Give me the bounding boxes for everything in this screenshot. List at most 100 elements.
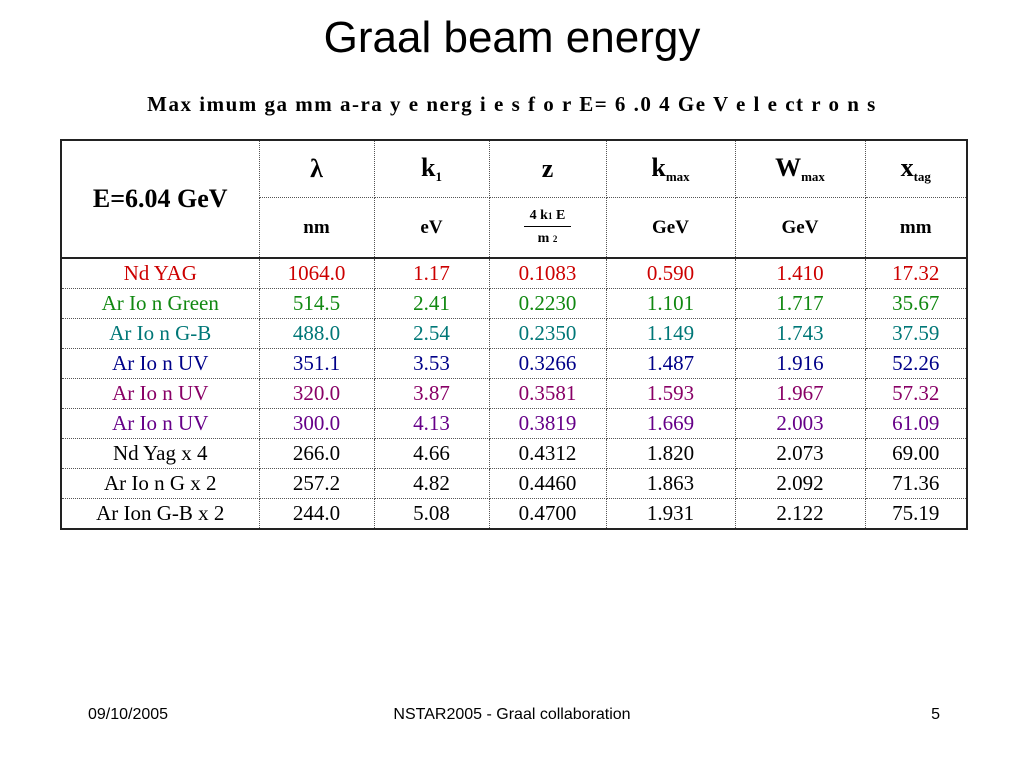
table-row: Ar Ion G-B x 2 244.0 5.08 0.4700 1.931 2.122 7… (60, 498, 968, 530)
table-cell: 1.863 (605, 468, 736, 499)
table-cell: 2.41 (373, 288, 490, 319)
header-row-symbols: E=6.04 GeV λ k1 z kmax Wmax xtag (60, 139, 968, 259)
laser-name: Ar Ion G-B x 2 (60, 498, 260, 530)
table-row: Ar Io n UV 351.1 3.53 0.3266 1.487 1.916 52.26 (60, 348, 968, 379)
table-row: Ar Io n UV 300.0 4.13 0.3819 1.669 2.003 61.09 (60, 408, 968, 439)
table-cell: 0.3581 (488, 378, 607, 409)
table-row: Ar Io n Green 514.5 2.41 0.2230 1.101 1.717 35… (60, 288, 968, 319)
z-den-m: m (537, 231, 550, 246)
laser-name: Ar Io n G x 2 (60, 468, 260, 499)
header-z: z (488, 139, 607, 198)
header-k1-subscript: 1 (435, 169, 442, 184)
beam-energy-label: E=6.04 GeV (60, 139, 260, 259)
table-cell: 300.0 (258, 408, 375, 439)
slide-title: Graal beam energy (323, 13, 701, 62)
table-cell: 1.743 (734, 318, 866, 349)
table-cell: 17.32 (864, 257, 968, 289)
page-number: 5 (931, 706, 940, 723)
table-cell: 0.3819 (488, 408, 607, 439)
table-cell: 0.2350 (488, 318, 607, 349)
z-fraction-denominator: m 2 (524, 227, 572, 247)
table-cell: 0.4312 (488, 438, 607, 469)
table-cell: 266.0 (258, 438, 375, 469)
unit-k1: eV (373, 197, 490, 259)
footer-date: 09/10/2005 (88, 706, 169, 723)
slide-subtitle: Max imum ga mm a-ra y e nerg i e s f o r… (147, 92, 877, 116)
z-den-sup: 2 (552, 234, 558, 244)
beam-energy-table: E=6.04 GeV λ k1 z kmax Wmax xtag nm eV 4… (60, 139, 968, 530)
table-cell: 1.149 (605, 318, 736, 349)
z-num-e: E (555, 208, 566, 223)
table-cell: 1.669 (605, 408, 736, 439)
table-cell: 514.5 (258, 288, 375, 319)
table-cell: 244.0 (258, 498, 375, 530)
laser-name: Ar Io n UV (60, 378, 260, 409)
table-row: Ar Io n UV 320.0 3.87 0.3581 1.593 1.967 57.32 (60, 378, 968, 409)
table-cell: 257.2 (258, 468, 375, 499)
table-cell: 1.717 (734, 288, 866, 319)
laser-name: Ar Io n UV (60, 348, 260, 379)
z-fraction-numerator: 4 k1 E (523, 208, 572, 227)
table-cell: 1.101 (605, 288, 736, 319)
table-cell: 1.820 (605, 438, 736, 469)
laser-name: Ar Io n Green (60, 288, 260, 319)
header-k1: k1 (373, 139, 490, 198)
unit-kmax: GeV (605, 197, 736, 259)
table-cell: 1.967 (734, 378, 866, 409)
table-cell: 2.54 (373, 318, 490, 349)
unit-lambda: nm (258, 197, 375, 259)
unit-z-formula: 4 k1 E m 2 (488, 197, 607, 259)
table-cell: 35.67 (864, 288, 968, 319)
table-cell: 3.53 (373, 348, 490, 379)
laser-name: Nd YAG (60, 257, 260, 289)
table-cell: 4.66 (373, 438, 490, 469)
table-row: Ar Io n G x 2 257.2 4.82 0.4460 1.863 2.092 71… (60, 468, 968, 499)
table-cell: 2.092 (734, 468, 866, 499)
unit-wmax: GeV (734, 197, 866, 259)
table-cell: 4.13 (373, 408, 490, 439)
footer-title: NSTAR2005 - Graal collaboration (393, 706, 631, 723)
table-cell: 4.82 (373, 468, 490, 499)
table-row: Nd YAG 1064.0 1.17 0.1083 0.590 1.410 17.32 (60, 257, 968, 289)
header-z-symbol: z (541, 154, 554, 183)
table-cell: 3.87 (373, 378, 490, 409)
table-cell: 57.32 (864, 378, 968, 409)
header-lambda-symbol: λ (310, 154, 323, 183)
table-cell: 52.26 (864, 348, 968, 379)
header-lambda: λ (258, 139, 375, 198)
header-kmax: kmax (605, 139, 736, 198)
z-num-k: 4 k (529, 208, 548, 223)
table-cell: 0.1083 (488, 257, 607, 289)
table-cell: 71.36 (864, 468, 968, 499)
table-cell: 0.3266 (488, 348, 607, 379)
table-cell: 1.410 (734, 257, 866, 289)
table-cell: 1.487 (605, 348, 736, 379)
table-cell: 2.003 (734, 408, 866, 439)
table-cell: 1.593 (605, 378, 736, 409)
z-fraction: 4 k1 E m 2 (523, 208, 572, 247)
table-cell: 1.931 (605, 498, 736, 530)
table-cell: 2.073 (734, 438, 866, 469)
laser-name: Ar Io n UV (60, 408, 260, 439)
header-wmax-symbol: W (775, 153, 802, 182)
table-cell: 488.0 (258, 318, 375, 349)
header-k1-symbol: k (421, 153, 436, 182)
table-cell: 0.2230 (488, 288, 607, 319)
z-num-sub: 1 (547, 211, 553, 221)
table-cell: 1.916 (734, 348, 866, 379)
header-row-units: nm eV 4 k1 E m 2 GeV GeV mm (61, 197, 968, 259)
header-wmax-subscript: max (801, 169, 825, 184)
laser-name: Nd Yag x 4 (60, 438, 260, 469)
header-xtag: xtag (864, 139, 968, 198)
table-cell: 37.59 (864, 318, 968, 349)
table-cell: 351.1 (258, 348, 375, 379)
header-kmax-subscript: max (665, 169, 690, 184)
unit-xtag: mm (864, 197, 968, 259)
header-xtag-subscript: tag (913, 169, 931, 184)
table-cell: 75.19 (864, 498, 968, 530)
table-cell: 0.590 (605, 257, 736, 289)
table-cell: 69.00 (864, 438, 968, 469)
table-cell: 2.122 (734, 498, 866, 530)
table-body: Nd YAG 1064.0 1.17 0.1083 0.590 1.410 17.32 Ar … (60, 257, 968, 530)
table-cell: 5.08 (373, 498, 490, 530)
